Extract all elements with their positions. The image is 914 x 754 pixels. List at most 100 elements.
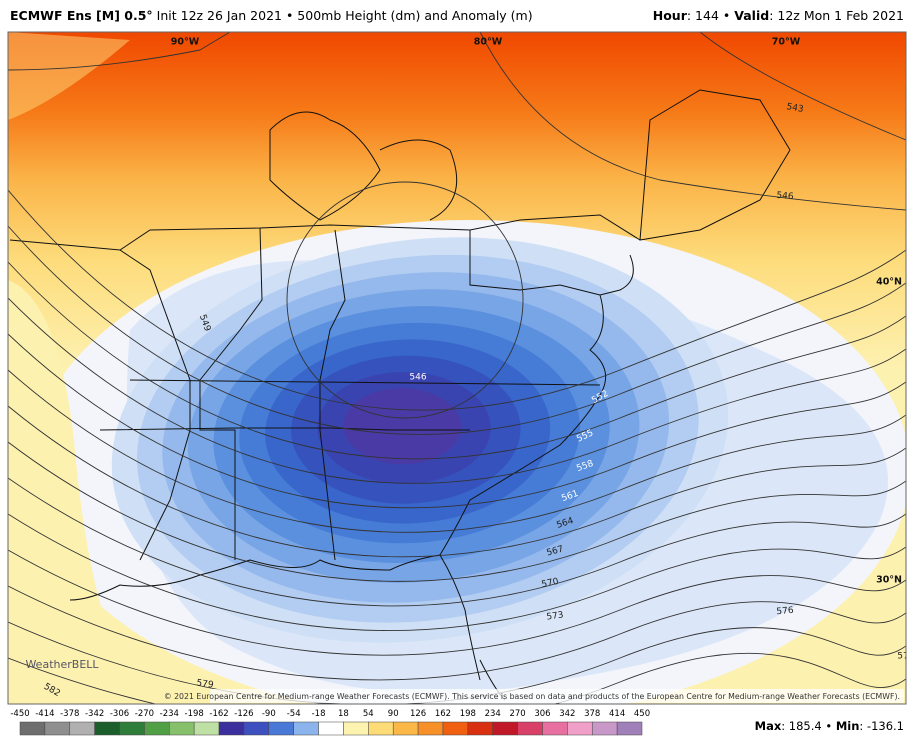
min: : -136.1	[859, 719, 904, 733]
colorbar-tick-label: 162	[435, 709, 451, 719]
colorbar-tick-label: 450	[634, 709, 650, 719]
contour	[479, 32, 906, 211]
contour	[8, 225, 906, 435]
colorbar-tick-label: 414	[609, 709, 625, 719]
contour	[8, 32, 231, 71]
colorbar-tick-label: 126	[410, 709, 426, 719]
colorbar-tick-label: -18	[312, 709, 326, 719]
colorbar-swatch	[442, 721, 469, 736]
colorbar-swatch	[368, 721, 394, 736]
colorbar-swatch	[616, 721, 643, 736]
max-min: Max: 185.4 • Min: -136.1	[755, 719, 904, 733]
contour-label: 579	[196, 678, 215, 690]
warm-anomaly	[8, 32, 130, 120]
colorbar-swatch	[417, 721, 444, 736]
contour	[8, 513, 906, 631]
contour-label: 567	[546, 544, 565, 558]
warm-anomaly	[8, 280, 140, 704]
contour-label: 546	[409, 373, 426, 383]
contour	[8, 333, 906, 509]
graticule-label: 80°W	[474, 37, 503, 48]
graticule-label: 30°N	[876, 575, 902, 586]
contour	[8, 549, 906, 656]
colorbar-tick-label: 198	[460, 709, 476, 719]
map-frame	[7, 31, 907, 705]
logo: WeatherBELL	[25, 658, 99, 671]
colorbar-swatch	[343, 721, 369, 736]
colorbar-swatch	[44, 721, 71, 736]
contours	[8, 189, 906, 704]
graticule-label: 40°N	[876, 277, 902, 288]
colorbar-tick-label: -90	[262, 709, 276, 719]
colorbar-swatch	[392, 721, 419, 736]
contour-label: 57	[897, 652, 908, 662]
colorbar-tick-label: -378	[60, 709, 79, 719]
product: Init 12z 26 Jan 2021 • 500mb Height (dm)…	[157, 8, 533, 23]
colorbar-swatch	[318, 721, 344, 736]
colorbar-swatch	[119, 721, 145, 736]
graticule: 90°W 80°W 70°W 40°N 30°N	[171, 37, 902, 586]
colorbar-tick-label: 234	[485, 709, 501, 719]
colorbar-swatch	[69, 721, 95, 736]
colorbar-swatch	[517, 721, 543, 736]
colorbar-tick-label: -414	[35, 709, 54, 719]
contour	[8, 621, 906, 704]
contour	[286, 181, 524, 419]
colorbar-tick-label: -306	[110, 709, 129, 719]
contour	[8, 477, 906, 607]
colorbar-tick-label: 342	[559, 709, 575, 719]
colorbar-swatch	[218, 721, 245, 736]
contour	[8, 405, 906, 558]
colorbar-tick-label: 54	[363, 709, 374, 719]
contour-label: 543	[786, 102, 805, 115]
colorbar-tick-label: 18	[338, 709, 349, 719]
colorbar-swatch	[591, 721, 618, 736]
colorbar-tick-label: -126	[234, 709, 253, 719]
contour	[8, 261, 906, 460]
contour-label: 573	[546, 610, 564, 622]
contour-label: 576	[776, 606, 794, 617]
colorbar-swatch	[492, 721, 518, 736]
colorbar-tick-label: -270	[135, 709, 154, 719]
valid: : 12z Mon 1 Feb 2021	[769, 8, 904, 23]
contour	[8, 297, 906, 484]
colorbar-tick-label: -450	[10, 709, 29, 719]
colorbar-swatch	[243, 721, 270, 736]
copyright-bg	[210, 689, 904, 703]
colorbar-tick-label: 90	[388, 709, 399, 719]
colorbar-swatch	[94, 721, 120, 736]
colorbar-swatch	[19, 721, 46, 736]
copyright: © 2021 European Centre for Medium-range …	[164, 692, 900, 701]
contour	[699, 32, 906, 141]
colorbar-swatch	[268, 721, 294, 736]
min-label: Min	[836, 719, 860, 733]
colorbar-tick-label: 306	[534, 709, 550, 719]
colorbar-tick-label: -342	[85, 709, 104, 719]
colorbar-tick-label: -234	[160, 709, 179, 719]
colorbar-tick-label: 270	[509, 709, 525, 719]
colorbar-tick-label: 378	[584, 709, 600, 719]
graticule-label: 90°W	[171, 37, 200, 48]
valid-label: Valid	[734, 8, 769, 23]
colorbar-swatch	[567, 721, 593, 736]
contour-label: 570	[541, 577, 560, 590]
colorbar-swatch	[467, 721, 493, 736]
colorbar-tick-label: -198	[185, 709, 204, 719]
colorbar-swatch	[293, 721, 319, 736]
contour-label: 546	[776, 191, 794, 202]
colorbar-swatch	[193, 721, 220, 736]
model: ECMWF Ens [M] 0.5°	[10, 8, 153, 23]
max-label: Max	[755, 719, 782, 733]
borders	[9, 89, 791, 701]
valid-time: Hour: 144 • Valid: 12z Mon 1 Feb 2021	[653, 8, 904, 23]
colorbar-swatch	[169, 721, 195, 736]
colorbar-tick-label: -54	[287, 709, 301, 719]
contour	[8, 441, 906, 582]
hour-label: Hour	[653, 8, 688, 23]
contour	[8, 369, 906, 533]
graticule-label: 70°W	[772, 37, 801, 48]
max: : 185.4 •	[781, 719, 832, 733]
title: ECMWF Ens [M] 0.5° Init 12z 26 Jan 2021 …	[10, 8, 533, 23]
